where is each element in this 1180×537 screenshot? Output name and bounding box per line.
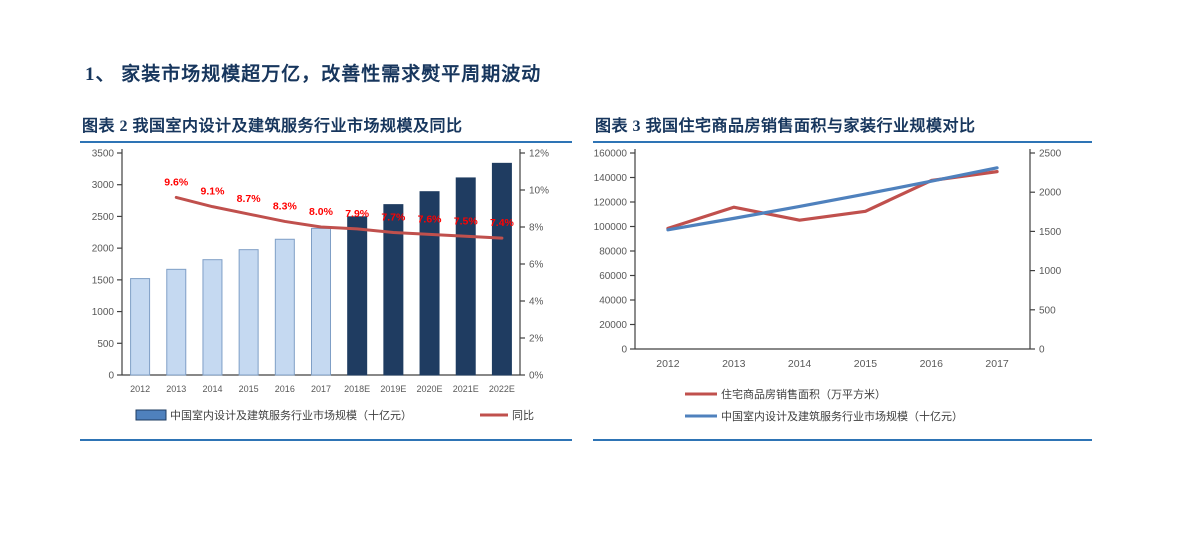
bar-2012: [130, 278, 151, 376]
left-axis-tick-label: 1500: [92, 275, 115, 286]
x-tick-label: 2022E: [489, 384, 515, 394]
left-axis-tick-label: 100000: [594, 222, 628, 233]
left-axis-tick-label: 1000: [92, 307, 115, 318]
x-tick-label: 2016: [920, 358, 944, 370]
yoy-point-labels: 9.6% 9.1% 8.7% 8.3% 8.0% 7.9% 7.7% 7.6% 7.5% 7.4%: [164, 176, 514, 229]
figure-2-bottom-rule: [80, 439, 572, 441]
x-tick-label: 2014: [202, 384, 222, 394]
left-axis-tick-label: 2500: [92, 212, 115, 223]
legend: 住宅商品房销售面积（万平方米） 中国室内设计及建筑服务行业市场规模（十亿元）: [685, 387, 963, 423]
x-tick-label: 2020E: [417, 384, 443, 394]
right-axis-tick-label: 8%: [529, 223, 544, 234]
left-axis-tick-label: 0: [621, 345, 627, 356]
right-axis-tick-label: 1500: [1039, 227, 1062, 238]
left-axis-tick-label: 60000: [599, 271, 627, 282]
market-size-bars: [130, 162, 512, 376]
right-axis-tick-label: 2500: [1039, 149, 1062, 160]
market-size-yoy-chart: 0 500 1000 1500 2000 2500 3000 3500 0% 2% 4% 6% 8% 10…: [80, 143, 572, 439]
x-tick-label: 2013: [166, 384, 186, 394]
right-axis-tick-label: 4%: [529, 297, 544, 308]
right-axis-tick-label: 6%: [529, 260, 544, 271]
yoy-point-label: 9.6%: [164, 176, 189, 188]
legend-blue-label: 中国室内设计及建筑服务行业市场规模（十亿元）: [721, 409, 963, 423]
x-axis-labels: 2012 2013 2014 2015 2016 2017: [656, 358, 1009, 370]
left-axis-tick-label: 0: [108, 371, 114, 382]
legend-bar-swatch: [135, 409, 167, 421]
x-tick-label: 2021E: [453, 384, 479, 394]
x-tick-label: 2015: [854, 358, 878, 370]
figure-3-bottom-rule: [593, 439, 1092, 441]
yoy-point-label: 8.7%: [237, 193, 262, 205]
legend-red-label: 住宅商品房销售面积（万平方米）: [721, 387, 886, 401]
figure-2-title: 图表 2 我国室内设计及建筑服务行业市场规模及同比: [80, 114, 572, 143]
left-axis-tick-label: 80000: [599, 247, 627, 258]
bar-2021E: [455, 177, 476, 376]
x-tick-label: 2016: [275, 384, 295, 394]
bar-2015: [238, 249, 259, 376]
right-axis-tick-label: 0%: [529, 371, 544, 382]
x-tick-label: 2015: [239, 384, 259, 394]
right-axis-tick-label: 1000: [1039, 266, 1062, 277]
x-tick-label: 2017: [985, 358, 1009, 370]
x-tick-label: 2012: [656, 358, 680, 370]
market-size-yoy-chart-svg: 0 500 1000 1500 2000 2500 3000 3500 0% 2% 4% 6% 8% 10…: [92, 149, 549, 423]
yoy-point-label: 7.9%: [345, 208, 370, 220]
x-tick-label: 2018E: [344, 384, 370, 394]
legend-line-label: 同比: [512, 409, 534, 422]
yoy-point-label: 7.5%: [454, 215, 479, 227]
bar-2016: [274, 238, 295, 376]
x-axis-labels: 2012 2013 2014 2015 2016 2017 2018E 2019E 2020E 2…: [130, 384, 515, 394]
yoy-point-label: 8.3%: [273, 200, 298, 212]
left-axis-tick-label: 160000: [594, 149, 628, 160]
left-axis-tick-label: 120000: [594, 198, 628, 209]
x-tick-label: 2017: [311, 384, 331, 394]
figure-2: 图表 2 我国室内设计及建筑服务行业市场规模及同比 0 500 1000 1500 20…: [80, 114, 572, 441]
right-axis-tick-label: 2%: [529, 334, 544, 345]
left-axis-tick-label: 140000: [594, 173, 628, 184]
figure-3: 图表 3 我国住宅商品房销售面积与家装行业规模对比 0 20000 40000 600…: [593, 114, 1092, 441]
legend: 中国室内设计及建筑服务行业市场规模（十亿元） 同比: [135, 408, 534, 422]
legend-bar-label: 中国室内设计及建筑服务行业市场规模（十亿元）: [170, 408, 412, 422]
axes: 0 500 1000 1500 2000 2500 3000 3500 0% 2% 4% 6% 8% 10…: [92, 149, 549, 382]
yoy-line: [174, 195, 504, 240]
x-tick-label: 2014: [788, 358, 812, 370]
left-axis-tick-label: 40000: [599, 296, 627, 307]
right-axis-tick-label: 0: [1039, 345, 1045, 356]
right-axis-tick-label: 10%: [529, 186, 549, 197]
yoy-point-label: 7.6%: [418, 213, 443, 225]
x-tick-label: 2012: [130, 384, 150, 394]
bar-2020E: [419, 191, 440, 376]
sales-vs-market-chart-svg: 0200004000060000800001000001200001400001…: [594, 149, 1062, 424]
left-axis-tick-label: 20000: [599, 320, 627, 331]
bar-2018E: [347, 216, 368, 376]
axes: 0200004000060000800001000001200001400001…: [594, 149, 1062, 356]
bar-2014: [202, 259, 223, 376]
right-axis-tick-label: 12%: [529, 149, 549, 160]
bar-2022E: [491, 162, 512, 376]
left-axis-tick-label: 3000: [92, 180, 115, 191]
figure-3-title: 图表 3 我国住宅商品房销售面积与家装行业规模对比: [593, 114, 1092, 143]
section-heading: 1、 家装市场规模超万亿，改善性需求熨平周期波动: [85, 64, 542, 85]
yoy-point-label: 7.4%: [490, 217, 515, 229]
sales-area-vs-market-chart: 0 20000 40000 60000 80000 100000 120000 140000 1…: [593, 143, 1092, 439]
x-tick-label: 2013: [722, 358, 746, 370]
bar-2017: [311, 227, 331, 376]
left-axis-tick-label: 2000: [92, 244, 115, 255]
bar-2013: [166, 268, 187, 376]
bar-2019E: [383, 204, 404, 376]
right-axis-tick-label: 2000: [1039, 188, 1062, 199]
market-scale-line: [666, 166, 999, 232]
yoy-point-label: 7.7%: [381, 212, 406, 224]
left-axis-tick-label: 3500: [92, 149, 115, 160]
x-tick-label: 2019E: [380, 384, 406, 394]
left-axis-tick-label: 500: [97, 339, 114, 350]
yoy-point-label: 9.1%: [200, 186, 225, 198]
right-axis-tick-label: 500: [1039, 305, 1056, 316]
yoy-point-label: 8.0%: [309, 206, 334, 218]
